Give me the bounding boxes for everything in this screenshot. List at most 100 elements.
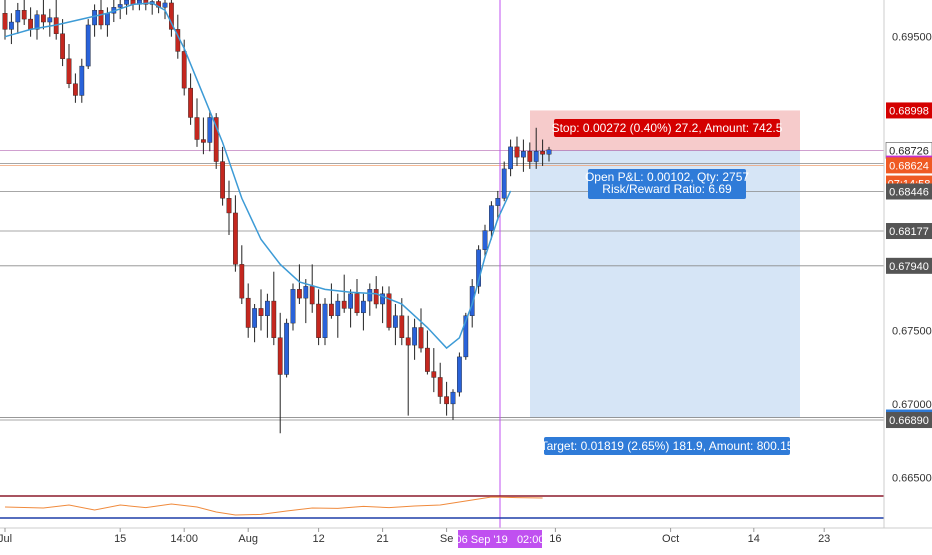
candle-body [79,65,85,96]
moving-average-line [4,2,512,350]
open-pl-box [588,169,746,199]
candle-body [437,377,443,397]
candle-body [316,303,321,338]
time-tick-label: 15 [114,533,126,545]
candle-body [271,300,277,338]
candle-body [124,0,130,5]
candle-body [41,14,46,23]
price-label-box [886,157,932,174]
candle-body [341,300,347,309]
target-label[interactable]: Target: 0.01819 (2.65%) 181.9, Amount: 8… [541,437,794,455]
candle-body [92,10,98,26]
candle-body [405,337,411,346]
candle-body [60,33,66,59]
price-tick-label: 0.67000 [892,399,932,411]
candle-body [457,356,462,393]
price-label-text: 0.67940 [889,261,929,273]
price-tick-label: 0.67500 [892,325,932,337]
candle-body [393,315,398,328]
time-tick-label: Se [440,533,453,545]
candle-body [514,146,520,158]
price-label-text: 0.68446 [889,187,929,199]
candle-body [508,146,513,170]
crosshair-time-label: 06 Sep '19 02:00 [456,530,544,548]
time-tick-label: Aug [238,533,258,545]
candle-body [533,151,539,162]
time-tick-label: 21 [376,533,388,545]
candle-body [66,58,72,84]
candle-body [47,17,53,23]
stop-label-text: Stop: 0.00272 (0.40%) 27.2, Amount: 742.… [552,121,783,135]
candle-body [431,371,437,378]
candle-body [463,315,469,358]
price-label-box [886,412,932,429]
candle-body [220,161,225,199]
candle-body [143,0,149,5]
candle-body [450,391,456,405]
price-label-box [886,257,932,274]
rsi-pane[interactable] [0,495,884,519]
candle-body [181,51,187,89]
stop-label[interactable]: Stop: 0.00272 (0.40%) 27.2, Amount: 742.… [552,119,783,137]
price-label-text: 0.68726 [889,145,929,157]
candle-body [297,289,302,299]
candle-body [373,289,379,305]
candle-body [232,212,238,265]
time-tick-label: Oct [662,533,679,545]
candle-body [8,21,14,30]
candle-body [348,293,353,309]
candle-body [200,139,206,143]
time-tick-label: 14 [748,533,760,545]
time-tick-label: 12 [312,533,324,545]
candle-body [354,293,360,314]
candle-body [277,337,283,375]
candle-body [207,117,213,143]
candle-body [527,151,533,162]
candle-body [104,13,110,26]
candle-body [284,322,289,375]
candle-body [28,18,33,30]
candle-body [309,286,315,305]
candle-body [21,10,27,20]
candle-body [239,264,245,299]
candle-body [469,286,475,316]
price-label-text: 0.68624 [889,160,929,172]
candle-body [489,205,494,231]
candle-body [361,300,366,314]
candle-body [412,327,417,346]
candle-body [258,308,264,316]
candle-body [546,149,552,155]
candle-body [168,2,174,30]
candle-body [482,230,488,250]
candle-body [188,87,193,118]
price-tick-label: 0.66500 [892,472,932,484]
candle-body [476,249,481,287]
price-label-box [886,183,932,200]
candle-body [540,151,546,155]
candle-body [85,24,91,67]
candle-body [425,347,430,372]
time-tick-label: 14:00 [170,533,198,545]
price-label-box [886,223,932,240]
candle-body [329,303,334,316]
price-label-box [886,102,932,119]
price-tick-label: 0.69500 [892,32,932,44]
candle-body [72,83,78,96]
candle-body [194,117,200,140]
price-axis[interactable]: 0.69500 0.67500 0.67000 0.66500 [892,32,932,485]
horizontal-levels [0,149,884,421]
time-tick-label: 23 [818,533,830,545]
time-axis[interactable]: Jul 15 14:00 Aug 12 21 Se 16 Oct 14 23 [0,528,830,545]
candle-body [162,2,168,8]
time-tick-label: 16 [549,533,561,545]
candle-body [322,303,328,338]
open-pl-text: Open P&L: 0.00102, Qty: 2757 [585,170,749,184]
price-label-text: 0.68998 [889,105,929,117]
candle-body [399,315,405,338]
candle-body [444,396,449,405]
open-pl-label[interactable]: Open P&L: 0.00102, Qty: 2757 Risk/Reward… [585,169,749,199]
candles [2,0,552,434]
candle-body [245,297,251,328]
